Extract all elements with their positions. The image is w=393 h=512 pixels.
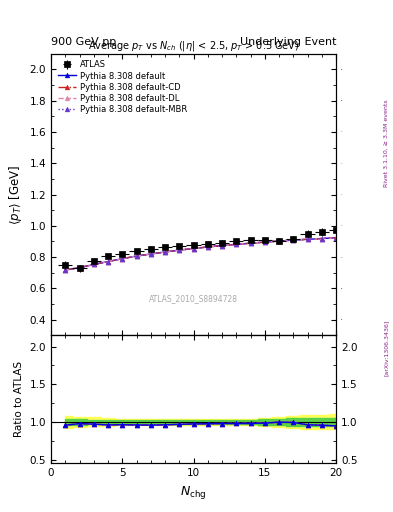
X-axis label: $N_{\rm chg}$: $N_{\rm chg}$ [180, 484, 207, 501]
Pythia 8.308 default-CD [248, 240, 253, 246]
Pythia 8.308 default-DL [120, 255, 125, 262]
Pythia 8.308 default-CD [120, 255, 125, 262]
Pythia 8.308 default [163, 249, 167, 255]
Pythia 8.308 default-MBR [191, 245, 196, 251]
Pythia 8.308 default-DL [291, 237, 296, 243]
Pythia 8.308 default-MBR [106, 259, 110, 265]
Text: Rivet 3.1.10, ≥ 3.3M events: Rivet 3.1.10, ≥ 3.3M events [384, 99, 388, 187]
Line: Pythia 8.308 default-DL: Pythia 8.308 default-DL [63, 236, 338, 272]
Pythia 8.308 default [63, 267, 68, 273]
Pythia 8.308 default [92, 262, 96, 268]
Pythia 8.308 default-MBR [291, 237, 296, 243]
Pythia 8.308 default-CD [263, 239, 267, 245]
Pythia 8.308 default [106, 259, 110, 265]
Pythia 8.308 default [206, 244, 210, 250]
Pythia 8.308 default-CD [291, 237, 296, 243]
Pythia 8.308 default-DL [191, 245, 196, 251]
Pythia 8.308 default-CD [134, 253, 139, 259]
Pythia 8.308 default-CD [92, 262, 96, 268]
Pythia 8.308 default-CD [320, 236, 324, 242]
Pythia 8.308 default-MBR [334, 234, 338, 241]
Pythia 8.308 default-CD [206, 244, 210, 250]
Title: Average $p_T$ vs $N_{ch}$ ($|\eta|$ < 2.5, $p_T$ > 0.5 GeV): Average $p_T$ vs $N_{ch}$ ($|\eta|$ < 2.… [88, 39, 299, 53]
Pythia 8.308 default [305, 236, 310, 242]
Pythia 8.308 default-MBR [63, 267, 68, 273]
Pythia 8.308 default-MBR [277, 238, 281, 244]
Pythia 8.308 default-DL [149, 251, 153, 257]
Pythia 8.308 default-DL [320, 236, 324, 242]
Pythia 8.308 default-MBR [163, 249, 167, 255]
Pythia 8.308 default-MBR [248, 240, 253, 246]
Pythia 8.308 default-MBR [77, 265, 82, 271]
Pythia 8.308 default [149, 251, 153, 257]
Pythia 8.308 default [263, 239, 267, 245]
Pythia 8.308 default-DL [234, 241, 239, 247]
Pythia 8.308 default [234, 241, 239, 247]
Pythia 8.308 default-CD [77, 265, 82, 271]
Pythia 8.308 default-MBR [263, 239, 267, 245]
Pythia 8.308 default-DL [263, 239, 267, 245]
Pythia 8.308 default [220, 243, 224, 249]
Pythia 8.308 default [177, 247, 182, 253]
Pythia 8.308 default-DL [305, 236, 310, 242]
Pythia 8.308 default [291, 237, 296, 243]
Pythia 8.308 default-CD [334, 234, 338, 241]
Pythia 8.308 default-DL [206, 244, 210, 250]
Pythia 8.308 default-DL [63, 267, 68, 273]
Pythia 8.308 default [334, 234, 338, 241]
Pythia 8.308 default-DL [77, 265, 82, 271]
Pythia 8.308 default-DL [277, 238, 281, 244]
Pythia 8.308 default-DL [163, 249, 167, 255]
Pythia 8.308 default-DL [106, 259, 110, 265]
Line: Pythia 8.308 default-MBR: Pythia 8.308 default-MBR [63, 236, 338, 272]
Line: Pythia 8.308 default: Pythia 8.308 default [63, 236, 338, 272]
Pythia 8.308 default-MBR [120, 255, 125, 262]
Pythia 8.308 default [77, 265, 82, 271]
Pythia 8.308 default-CD [305, 236, 310, 242]
Pythia 8.308 default-MBR [305, 236, 310, 242]
Pythia 8.308 default-CD [149, 251, 153, 257]
Pythia 8.308 default-MBR [134, 253, 139, 259]
Pythia 8.308 default [134, 253, 139, 259]
Line: Pythia 8.308 default-CD: Pythia 8.308 default-CD [63, 236, 338, 272]
Text: 900 GeV pp: 900 GeV pp [51, 37, 116, 47]
Pythia 8.308 default-MBR [320, 236, 324, 242]
Pythia 8.308 default-MBR [92, 262, 96, 268]
Y-axis label: $\langle p_T \rangle$ [GeV]: $\langle p_T \rangle$ [GeV] [7, 164, 24, 225]
Pythia 8.308 default-DL [248, 240, 253, 246]
Pythia 8.308 default [248, 240, 253, 246]
Text: [arXiv:1306.3436]: [arXiv:1306.3436] [384, 320, 388, 376]
Pythia 8.308 default-MBR [149, 251, 153, 257]
Pythia 8.308 default [277, 238, 281, 244]
Legend: ATLAS, Pythia 8.308 default, Pythia 8.308 default-CD, Pythia 8.308 default-DL, P: ATLAS, Pythia 8.308 default, Pythia 8.30… [54, 57, 191, 117]
Pythia 8.308 default-MBR [234, 241, 239, 247]
Pythia 8.308 default-MBR [206, 244, 210, 250]
Pythia 8.308 default-CD [191, 245, 196, 251]
Pythia 8.308 default-CD [106, 259, 110, 265]
Pythia 8.308 default-CD [220, 243, 224, 249]
Pythia 8.308 default [320, 236, 324, 242]
Pythia 8.308 default-MBR [220, 243, 224, 249]
Pythia 8.308 default-DL [134, 253, 139, 259]
Pythia 8.308 default-CD [177, 247, 182, 253]
Pythia 8.308 default-CD [163, 249, 167, 255]
Pythia 8.308 default [120, 255, 125, 262]
Pythia 8.308 default-CD [234, 241, 239, 247]
Pythia 8.308 default-MBR [177, 247, 182, 253]
Pythia 8.308 default-DL [334, 234, 338, 241]
Pythia 8.308 default-DL [92, 262, 96, 268]
Pythia 8.308 default-CD [63, 267, 68, 273]
Text: ATLAS_2010_S8894728: ATLAS_2010_S8894728 [149, 294, 238, 303]
Pythia 8.308 default-DL [220, 243, 224, 249]
Pythia 8.308 default [191, 245, 196, 251]
Pythia 8.308 default-DL [177, 247, 182, 253]
Text: Underlying Event: Underlying Event [239, 37, 336, 47]
Y-axis label: Ratio to ATLAS: Ratio to ATLAS [14, 361, 24, 437]
Pythia 8.308 default-CD [277, 238, 281, 244]
